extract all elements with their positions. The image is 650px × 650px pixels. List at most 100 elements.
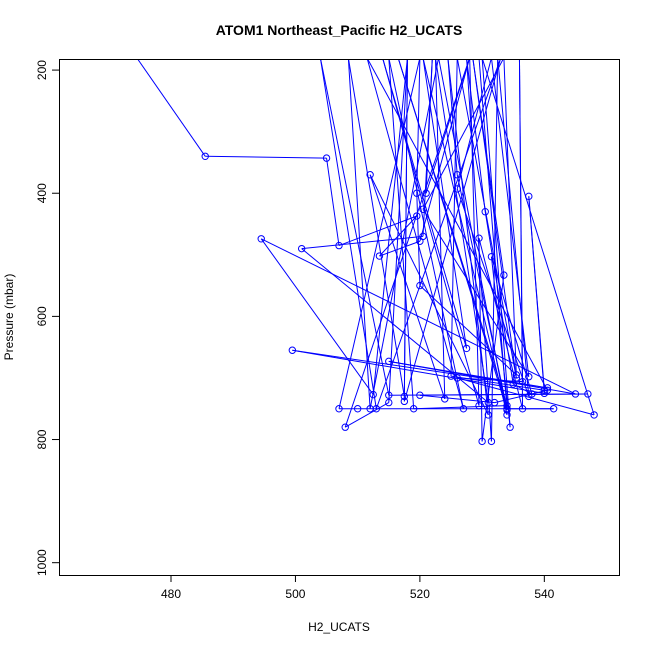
data-point <box>322 154 331 162</box>
series-segment <box>518 59 524 409</box>
y-tick-label: 800 <box>35 429 49 449</box>
series-segment <box>205 155 327 159</box>
series-segment <box>416 193 421 286</box>
y-axis: 200 400 600 800 1000 <box>35 60 60 576</box>
series-segment <box>369 59 439 409</box>
series-segment <box>497 59 530 397</box>
data-point <box>419 232 427 241</box>
data-point <box>518 405 527 413</box>
data-point <box>375 252 384 260</box>
data-point <box>341 423 349 431</box>
series-segment <box>478 59 508 411</box>
x-tick-label: 500 <box>285 587 305 601</box>
series-segment <box>490 256 511 428</box>
data-point <box>506 423 514 431</box>
series-segment <box>347 59 371 409</box>
series-segment <box>388 59 415 409</box>
series-segment <box>375 59 501 409</box>
series-segment <box>388 59 408 403</box>
data-point <box>413 189 421 197</box>
data-point <box>475 234 483 242</box>
data-point <box>481 208 489 216</box>
data-point <box>416 391 424 399</box>
data-point <box>571 390 580 398</box>
data-point <box>297 244 306 253</box>
y-tick-label: 1000 <box>35 549 49 576</box>
x-axis-label: H2_UCATS <box>308 620 370 634</box>
series-segment <box>367 59 548 391</box>
series-segment <box>450 59 458 377</box>
data-point <box>335 241 343 250</box>
series-segment <box>379 240 421 257</box>
y-tick-label: 200 <box>35 60 49 80</box>
series-segment <box>382 59 468 349</box>
data-point <box>487 252 496 261</box>
data-point <box>453 185 461 193</box>
data-point <box>500 271 508 279</box>
y-tick-label: 400 <box>35 183 49 203</box>
series-segment <box>484 211 514 385</box>
series-segment <box>260 238 374 395</box>
data-point <box>422 189 430 197</box>
x-axis: 480 500 520 540 <box>161 575 555 601</box>
x-tick-label: 540 <box>534 587 554 601</box>
data-point <box>478 437 486 446</box>
series-segment <box>388 59 464 409</box>
data-point <box>490 398 499 407</box>
plot-frame <box>59 59 620 576</box>
series-segment <box>419 394 495 404</box>
data-point <box>400 397 409 406</box>
series-segment <box>397 59 508 411</box>
data-point <box>419 205 427 213</box>
data-point <box>475 401 483 410</box>
series-segment <box>438 59 508 415</box>
series-segment <box>403 59 408 402</box>
data-point <box>484 411 493 419</box>
data-point <box>413 212 421 220</box>
data-point <box>590 411 598 419</box>
series-segment <box>494 389 548 404</box>
data-point <box>372 405 381 413</box>
series-segment <box>344 59 470 428</box>
data-point <box>503 401 511 410</box>
series-segment <box>261 238 576 395</box>
data-point <box>487 437 496 446</box>
y-axis-label: Pressure (mbar) <box>2 274 16 361</box>
data-point <box>409 405 418 413</box>
series-segment <box>403 59 501 402</box>
data-point <box>462 344 471 353</box>
data-point <box>385 391 393 399</box>
data-point <box>201 152 209 160</box>
series-segment <box>320 59 390 396</box>
data-point <box>369 390 377 399</box>
data-point <box>385 357 393 366</box>
series-segment <box>466 59 486 212</box>
series-segment <box>292 349 545 394</box>
data-point <box>543 386 552 394</box>
data-point <box>525 192 533 201</box>
series-segment <box>366 59 464 409</box>
data-point <box>509 380 517 388</box>
x-tick-label: 480 <box>161 587 181 601</box>
series-segment <box>419 285 517 376</box>
series-segment <box>472 59 517 379</box>
series-segment <box>481 59 595 416</box>
series-segment <box>447 59 489 415</box>
data-point <box>584 390 592 398</box>
data-point <box>525 373 533 381</box>
data-point <box>503 411 511 419</box>
data-point <box>416 281 424 290</box>
series-segment <box>481 59 511 428</box>
series-segment <box>338 215 417 247</box>
chart-title: ATOM1 Northeast_Pacific H2_UCATS <box>216 22 463 38</box>
series-segment <box>416 59 421 194</box>
data-point <box>549 405 558 413</box>
series-segment <box>326 158 340 246</box>
series-segment <box>450 375 545 391</box>
series-segment <box>372 59 408 395</box>
series-segment <box>369 174 446 400</box>
data-point <box>503 406 511 414</box>
series-segment <box>435 59 489 403</box>
series-segment <box>320 59 377 409</box>
